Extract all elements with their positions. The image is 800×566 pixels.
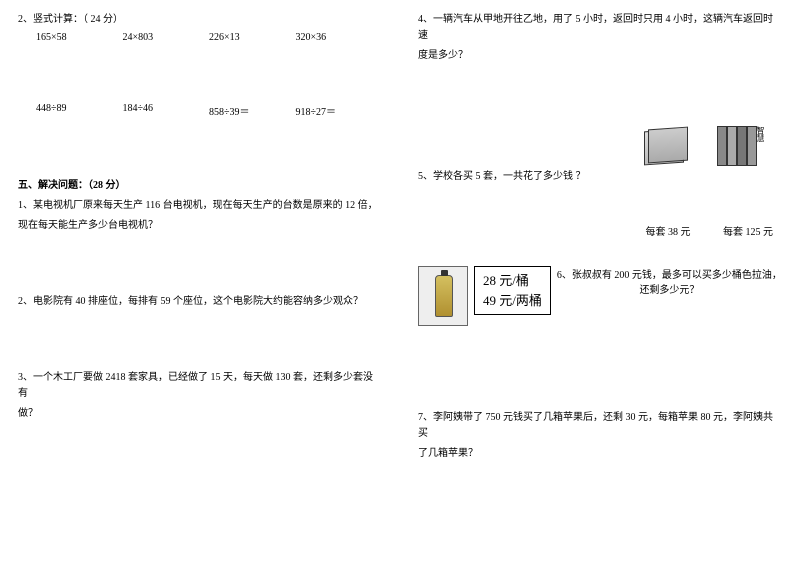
expr-2b: 184÷46 <box>123 103 210 118</box>
price-b: 每套 125 元 <box>718 223 778 238</box>
p3-line2: 做？ <box>18 406 382 422</box>
q2-title: 2、竖式计算：（ 24 分） <box>18 12 382 28</box>
p4-line1: 4、一辆汽车从甲地开往乙地，用了 5 小时，返回时只用 4 小时，这辆汽车返回时… <box>418 12 782 44</box>
p1-line1: 1、某电视机厂原来每天生产 116 台电视机，现在每天生产的台数是原来的 12 … <box>18 198 382 214</box>
p5-line: 5、学校各买 5 套，一共花了多少钱 ？ <box>418 169 782 185</box>
p6-line1: 张叔叔有 200 元钱，最多可以买多少桶色拉油， <box>572 270 782 281</box>
expr-2a: 448÷89 <box>36 103 123 118</box>
books-illustration: 智慧 <box>638 124 782 169</box>
expr-2d: 918÷27＝ <box>296 103 383 118</box>
p3-line1: 3、一个木工厂要做 2418 套家具，已经做了 15 天，每天做 130 套，还… <box>18 370 382 402</box>
price-a: 每套 38 元 <box>638 223 698 238</box>
book-set-1 <box>638 124 693 169</box>
expr-1b: 24×803 <box>123 32 210 43</box>
expr-row-2: 448÷89 184÷46 858÷39＝ 918÷27＝ <box>18 103 382 118</box>
p4-line2: 度是多少？ <box>418 48 782 64</box>
p7-line1: 7、李阿姨带了 750 元钱买了几箱苹果后，还剩 30 元，每箱苹果 80 元，… <box>418 410 782 442</box>
oil-image <box>418 266 468 326</box>
p1-line2: 现在每天能生产多少台电视机？ <box>18 218 382 234</box>
oil-line2: 49 元/两桶 <box>483 291 542 311</box>
p6-text: 6、张叔叔有 200 元钱，最多可以买多少桶色拉油， 还剩多少元？ <box>557 266 782 296</box>
p6-line2: 还剩多少元？ <box>557 281 782 296</box>
p2-line: 2、电影院有 40 排座位，每排有 59 个座位，这个电影院大约能容纳多少观众？ <box>18 294 382 310</box>
price-row: 每套 38 元 每套 125 元 <box>638 223 782 238</box>
left-column: 2、竖式计算：（ 24 分） 165×58 24×803 226×13 320×… <box>0 0 400 566</box>
book-set-2: 智慧 <box>713 124 768 169</box>
expr-row-1: 165×58 24×803 226×13 320×36 <box>18 32 382 43</box>
section5-title: 五、解决问题：（28 分） <box>18 178 382 194</box>
right-column: 4、一辆汽车从甲地开往乙地，用了 5 小时，返回时只用 4 小时，这辆汽车返回时… <box>400 0 800 566</box>
expr-1c: 226×13 <box>209 32 296 43</box>
oil-line1: 28 元/桶 <box>483 271 542 291</box>
p7-line2: 了几箱苹果？ <box>418 446 782 462</box>
expr-1a: 165×58 <box>36 32 123 43</box>
p6-row: 28 元/桶 49 元/两桶 6、张叔叔有 200 元钱，最多可以买多少桶色拉油… <box>418 266 782 326</box>
expr-2c: 858÷39＝ <box>209 103 296 118</box>
p6-num: 6、 <box>557 270 572 281</box>
expr-1d: 320×36 <box>296 32 383 43</box>
oil-bottle-icon <box>435 275 453 317</box>
oil-price-box: 28 元/桶 49 元/两桶 <box>474 266 551 315</box>
